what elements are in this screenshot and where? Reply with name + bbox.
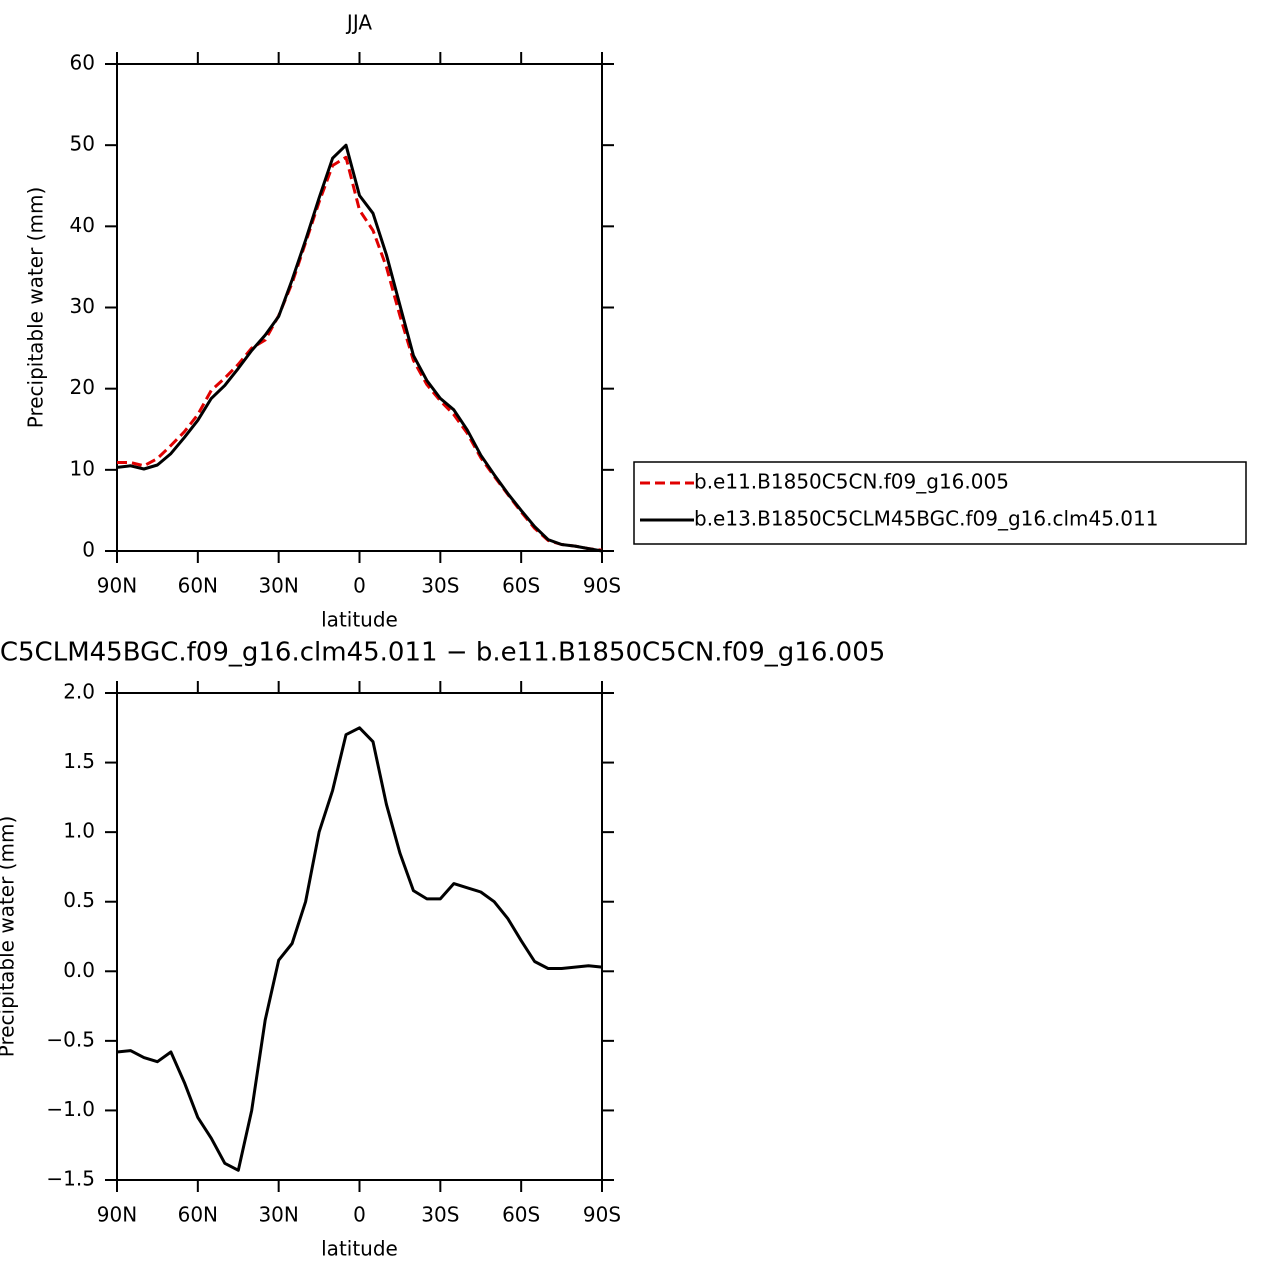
x-axis-label: latitude: [321, 1237, 398, 1261]
x-tick-label: 90N: [97, 574, 137, 598]
x-tick-label: 60N: [178, 1203, 218, 1227]
x-tick-label: 90S: [583, 574, 621, 598]
x-tick-label: 60N: [178, 574, 218, 598]
y-tick-label: 1.0: [63, 819, 95, 843]
legend-label: b.e13.B1850C5CLM45BGC.f09_g16.clm45.011: [694, 507, 1158, 531]
y-tick-label: 60: [70, 51, 95, 75]
x-tick-label: 60S: [502, 574, 540, 598]
legend-label: b.e11.B1850C5CN.f09_g16.005: [694, 470, 1009, 494]
data-line: [116, 726, 603, 1172]
y-tick-label: 0.0: [63, 958, 95, 982]
y-tick-label: 10: [70, 456, 95, 480]
y-tick-label: 30: [70, 294, 95, 318]
chart-title: JJA: [345, 11, 372, 35]
x-tick-label: 30N: [258, 574, 298, 598]
legend-box: [633, 461, 1247, 545]
x-tick-label: 30S: [421, 574, 459, 598]
y-tick-label: 2.0: [63, 680, 95, 704]
x-axis-label: latitude: [321, 608, 398, 632]
y-tick-label: 1.5: [63, 749, 95, 773]
y-tick-label: 40: [70, 213, 95, 237]
x-tick-label: 30S: [421, 1203, 459, 1227]
data-line: [116, 143, 603, 553]
y-tick-label: −0.5: [46, 1027, 95, 1051]
x-tick-label: 0: [353, 574, 366, 598]
y-tick-label: 50: [70, 132, 95, 156]
y-tick-label: −1.5: [46, 1167, 95, 1191]
x-tick-label: 90S: [583, 1203, 621, 1227]
y-tick-label: −1.0: [46, 1097, 95, 1121]
x-tick-label: 30N: [258, 1203, 298, 1227]
y-axis-label: Precipitable water (mm): [24, 187, 48, 429]
x-tick-label: 90N: [97, 1203, 137, 1227]
plot-frame: [116, 63, 603, 552]
data-line: [117, 155, 603, 552]
chart-title: b.e13.B1850C5CLM45BGC.f09_g16.clm45.011 …: [0, 638, 885, 668]
x-tick-label: 0: [353, 1203, 366, 1227]
y-tick-label: 20: [70, 375, 95, 399]
x-tick-label: 60S: [502, 1203, 540, 1227]
plot-frame: [116, 692, 603, 1181]
y-tick-label: 0.5: [63, 888, 95, 912]
y-tick-label: 0: [82, 538, 95, 562]
y-axis-label: Precipitable water (mm): [0, 816, 19, 1058]
